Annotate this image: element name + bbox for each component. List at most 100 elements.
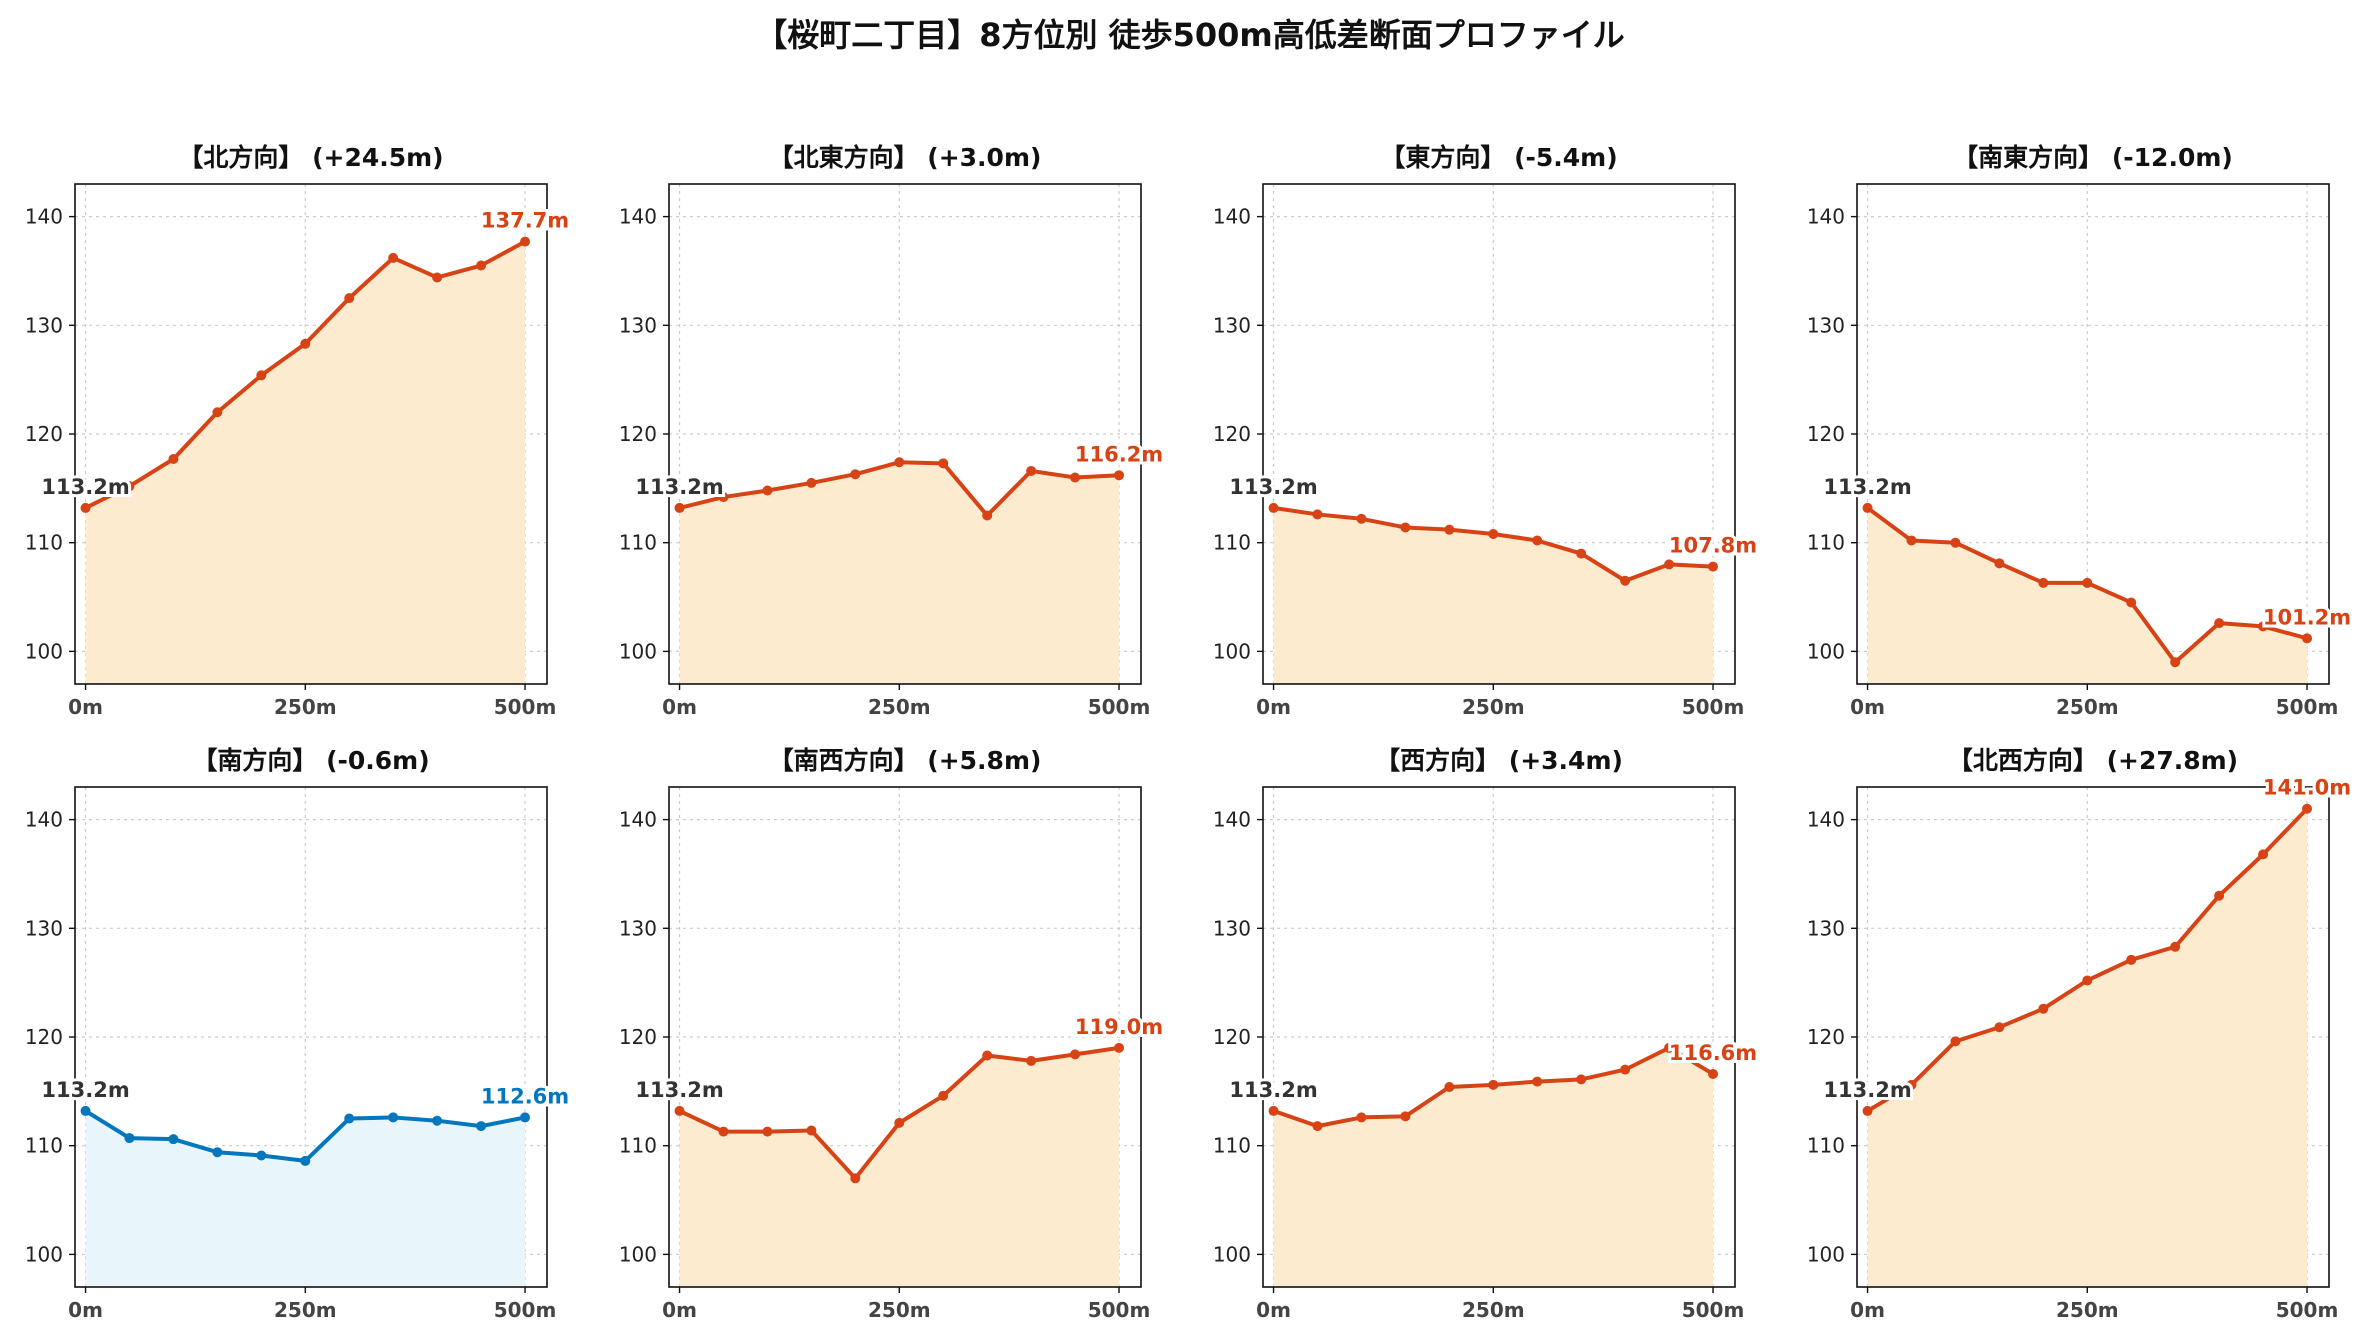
- y-tick-label: 140: [1807, 808, 1845, 832]
- panel-title: 【南東方向】 (-12.0m): [1953, 143, 2233, 172]
- y-tick-label: 130: [25, 916, 63, 940]
- y-tick-label: 140: [25, 205, 63, 229]
- data-point: [1906, 535, 1917, 546]
- x-tick-label: 0m: [1850, 1298, 1885, 1322]
- data-point: [80, 1105, 91, 1116]
- data-point: [1576, 548, 1587, 559]
- x-tick-label: 0m: [1256, 1298, 1291, 1322]
- y-tick-label: 110: [619, 531, 657, 555]
- data-point: [2082, 975, 2093, 986]
- x-tick-label: 500m: [2276, 695, 2339, 719]
- data-point: [718, 492, 729, 503]
- data-point: [80, 502, 91, 513]
- y-tick-label: 130: [25, 313, 63, 337]
- start-value-label: 113.2m: [1823, 1078, 1911, 1102]
- data-point: [2126, 954, 2137, 965]
- data-point: [2258, 849, 2269, 860]
- area-fill: [679, 1047, 1120, 1287]
- data-point: [2214, 618, 2225, 629]
- data-point: [850, 1173, 861, 1184]
- data-point: [1114, 1042, 1125, 1053]
- data-point: [718, 1126, 729, 1137]
- y-tick-label: 100: [25, 639, 63, 663]
- y-tick-label: 100: [1213, 639, 1251, 663]
- data-point: [344, 1113, 355, 1124]
- chart-panel: 【南東方向】 (-12.0m) 100 110 120 130 140 0m 250m 500m…: [1807, 143, 2354, 719]
- y-tick-label: 140: [25, 808, 63, 832]
- start-value-label: 113.2m: [41, 1078, 129, 1102]
- end-value-label: 107.8m: [1669, 534, 1757, 558]
- data-point: [1400, 1111, 1411, 1122]
- data-point: [894, 1117, 905, 1128]
- y-tick-label: 140: [619, 205, 657, 229]
- data-point: [1708, 1068, 1719, 1079]
- x-tick-label: 250m: [868, 695, 931, 719]
- y-tick-label: 140: [1807, 205, 1845, 229]
- data-point: [1862, 1105, 1873, 1116]
- start-value-label: 113.2m: [635, 1078, 723, 1102]
- x-tick-label: 500m: [1088, 1298, 1151, 1322]
- data-point: [1994, 1022, 2005, 1033]
- y-tick-label: 120: [25, 1025, 63, 1049]
- data-point: [894, 457, 905, 468]
- data-point: [432, 272, 443, 283]
- data-point: [388, 1112, 399, 1123]
- y-tick-label: 120: [1807, 422, 1845, 446]
- data-point: [1114, 470, 1125, 481]
- end-value-label: 141.0m: [2263, 776, 2351, 800]
- data-point: [938, 1090, 949, 1101]
- start-value-label: 113.2m: [1229, 475, 1317, 499]
- panel-title: 【西方向】 (+3.4m): [1375, 746, 1623, 775]
- y-tick-label: 120: [1807, 1025, 1845, 1049]
- data-point: [674, 1105, 685, 1116]
- data-point: [1664, 559, 1675, 570]
- area-fill: [1867, 808, 2308, 1287]
- data-point: [476, 1121, 487, 1132]
- data-point: [124, 1133, 135, 1144]
- y-tick-label: 100: [619, 639, 657, 663]
- start-value-label: 113.2m: [635, 475, 723, 499]
- chart-panel: 【西方向】 (+3.4m) 100 110 120 130 140 0m 250m 500m 11…: [1213, 746, 1760, 1322]
- data-point: [344, 293, 355, 304]
- x-tick-label: 500m: [2276, 1298, 2339, 1322]
- y-tick-label: 140: [619, 808, 657, 832]
- data-point: [300, 338, 311, 349]
- chart-panel: 【南西方向】 (+5.8m) 100 110 120 130 140 0m 250m 500m 1…: [619, 746, 1166, 1322]
- y-tick-label: 100: [1213, 1242, 1251, 1266]
- panel-title: 【北西方向】 (+27.8m): [1948, 746, 2238, 775]
- area-fill: [1867, 507, 2308, 684]
- start-value-label: 113.2m: [41, 475, 129, 499]
- start-value-label: 113.2m: [1229, 1078, 1317, 1102]
- x-tick-label: 250m: [274, 695, 337, 719]
- data-point: [1400, 522, 1411, 533]
- y-tick-label: 120: [1213, 1025, 1251, 1049]
- x-tick-label: 250m: [1462, 1298, 1525, 1322]
- area-fill: [85, 1110, 526, 1287]
- start-value-label: 113.2m: [1823, 475, 1911, 499]
- y-tick-label: 110: [25, 531, 63, 555]
- data-point: [212, 407, 223, 418]
- page-title: 【桜町二丁目】8方位別 徒歩500m高低差断面プロファイル: [755, 16, 1625, 54]
- y-tick-label: 110: [1213, 1134, 1251, 1158]
- data-point: [1268, 1105, 1279, 1116]
- data-point: [476, 260, 487, 271]
- data-point: [1994, 558, 2005, 569]
- data-point: [520, 1112, 531, 1123]
- x-tick-label: 500m: [1682, 1298, 1745, 1322]
- area-fill: [1273, 507, 1714, 684]
- data-point: [388, 252, 399, 263]
- chart-panel: 【南方向】 (-0.6m) 100 110 120 130 140 0m 250m 500m 11…: [25, 746, 572, 1322]
- y-tick-label: 120: [619, 1025, 657, 1049]
- data-point: [2038, 577, 2049, 588]
- x-tick-label: 0m: [662, 695, 697, 719]
- data-point: [1906, 1079, 1917, 1090]
- data-point: [1664, 1042, 1675, 1053]
- y-tick-label: 140: [1213, 808, 1251, 832]
- y-tick-label: 130: [1807, 313, 1845, 337]
- chart-panel: 【北西方向】 (+27.8m) 100 110 120 130 140 0m 250m 500m…: [1807, 746, 2354, 1322]
- area-fill: [1273, 1047, 1714, 1287]
- y-tick-label: 100: [1807, 639, 1845, 663]
- data-point: [1620, 575, 1631, 586]
- data-point: [806, 1125, 817, 1136]
- data-point: [256, 370, 267, 381]
